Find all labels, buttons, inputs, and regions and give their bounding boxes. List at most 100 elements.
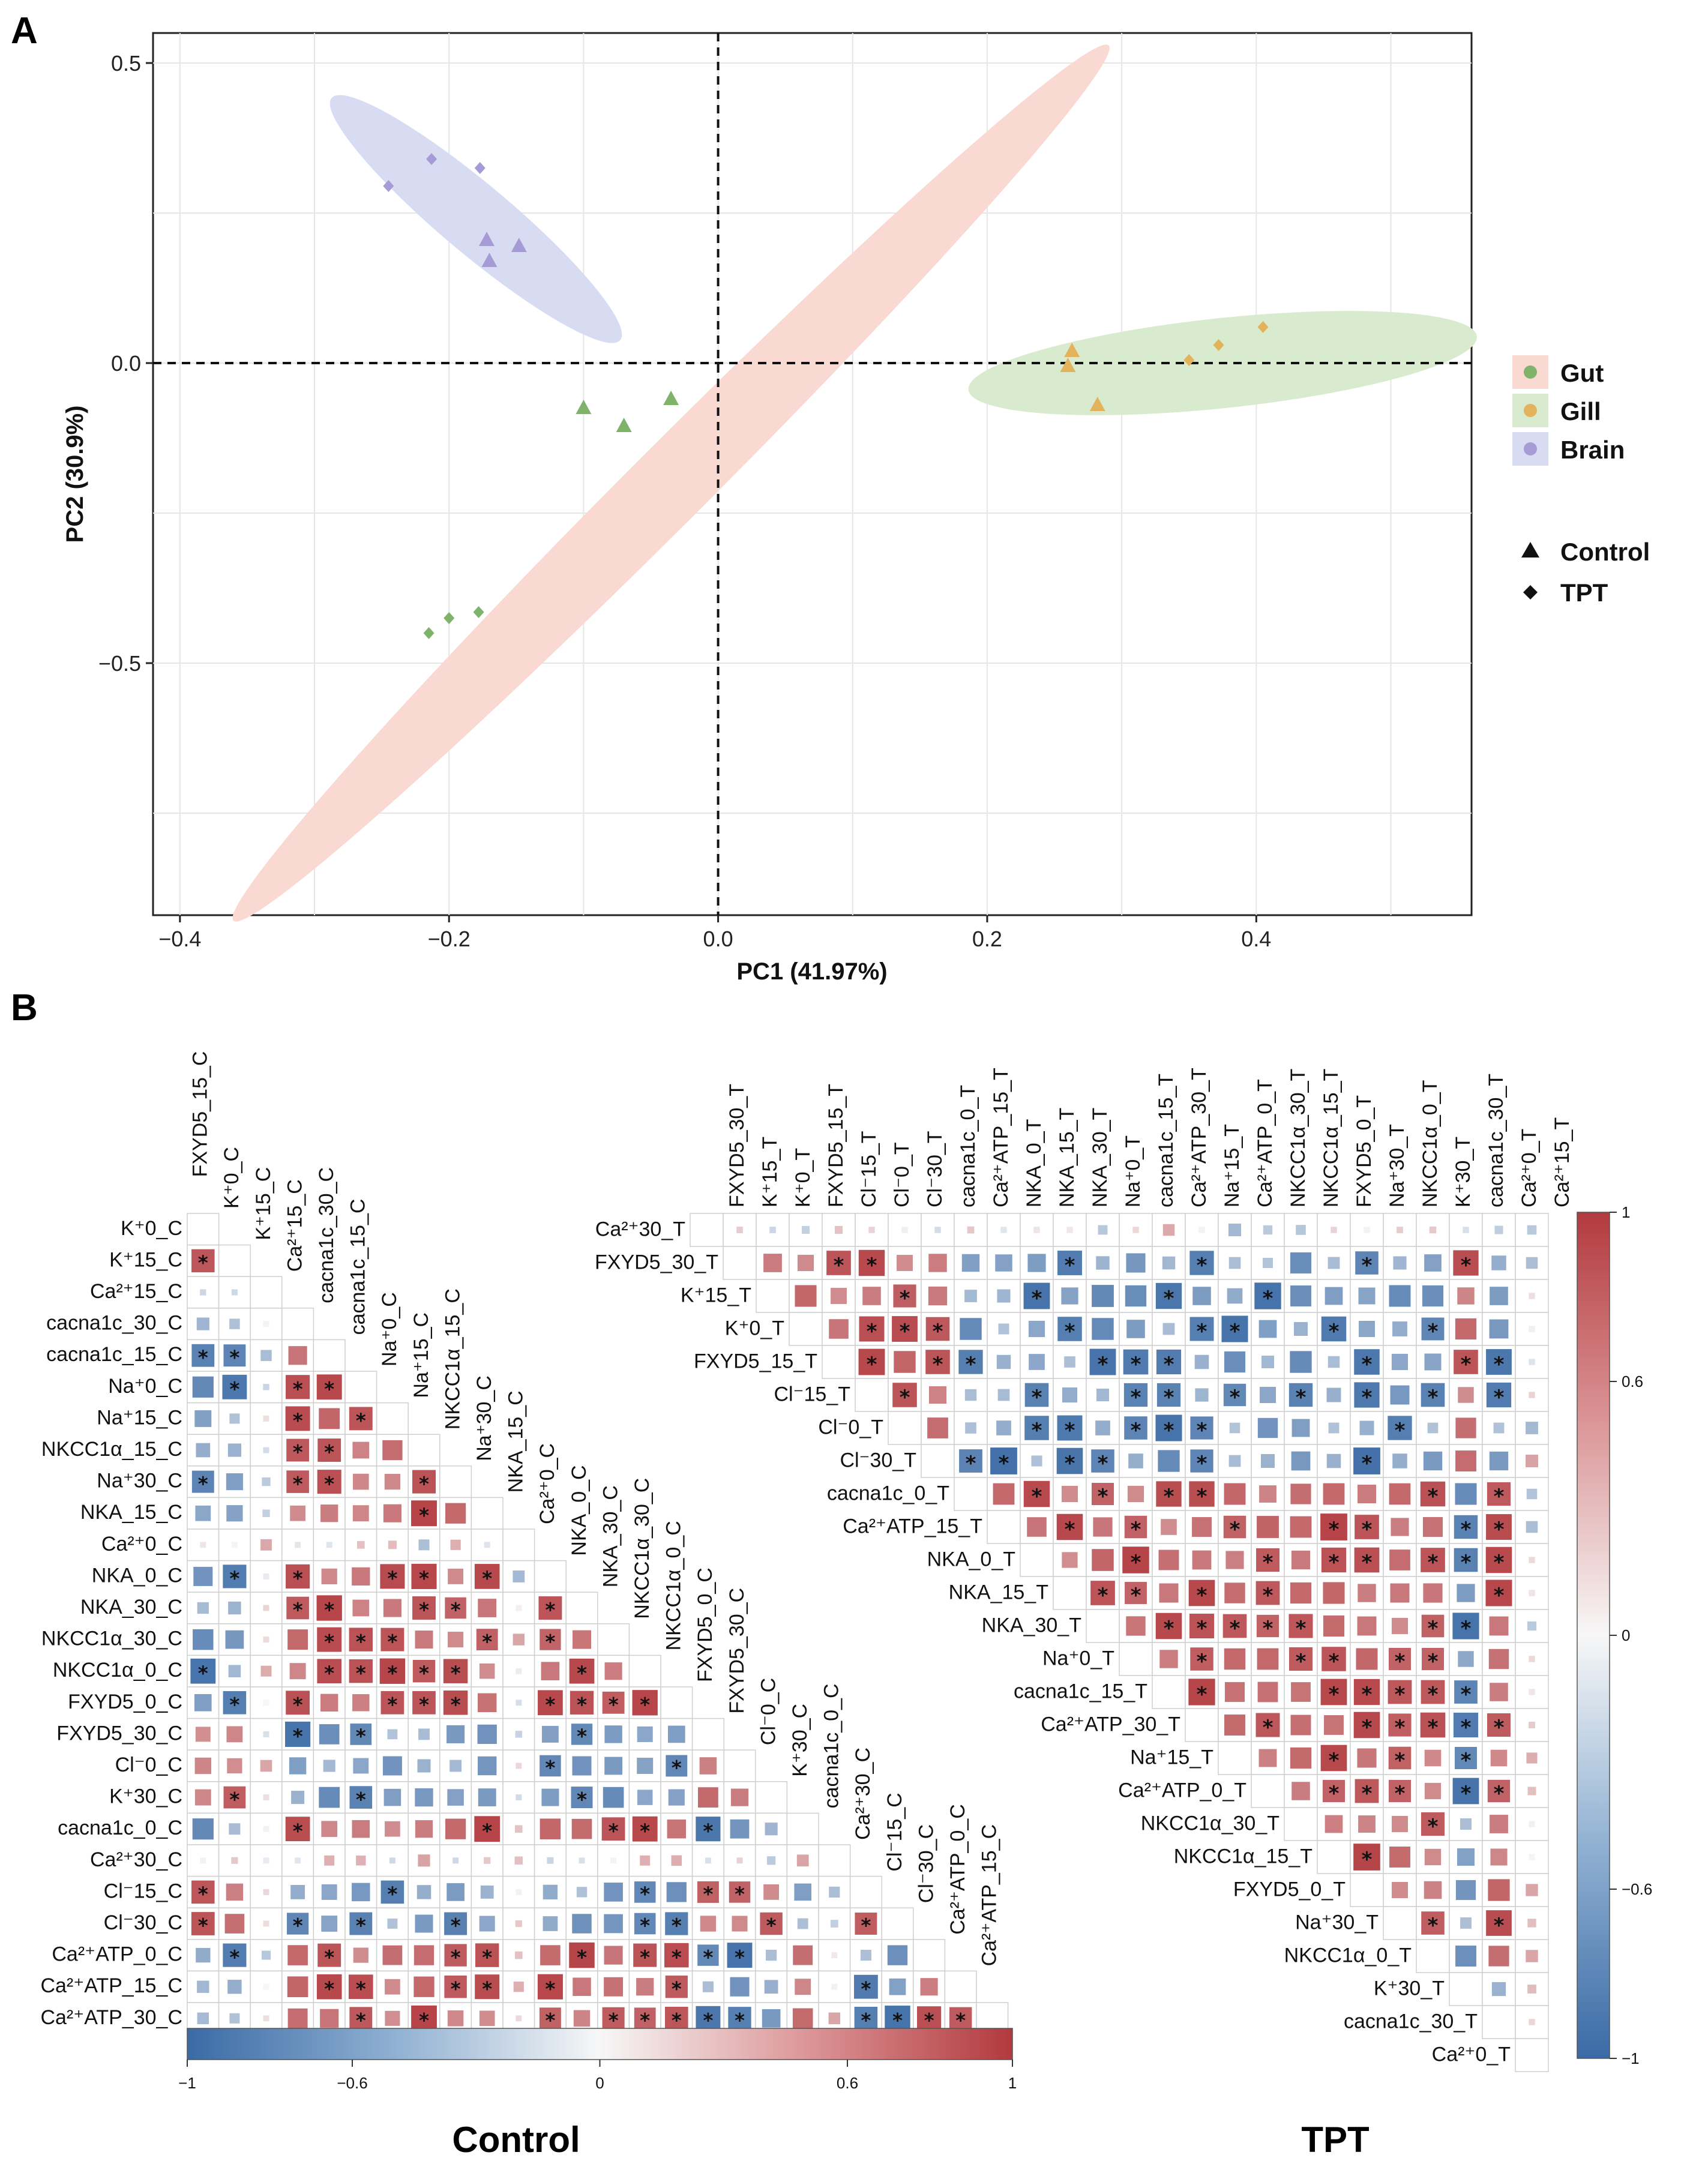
cell-square-control: [570, 1691, 594, 1715]
significance-star-control: *: [451, 1946, 461, 1969]
cell-square-tpt: [1122, 1546, 1149, 1573]
cell-square-tpt: [1490, 1848, 1508, 1866]
cell-square-tpt: [1290, 1252, 1312, 1274]
cell-frame-tpt: [1317, 1840, 1351, 1874]
cell-square-tpt: [997, 1289, 1011, 1303]
significance-star-tpt: *: [1395, 1683, 1406, 1707]
cell-frame-tpt: [1119, 1444, 1153, 1478]
cell-square-control: [286, 1691, 310, 1715]
cell-square-control: [792, 2008, 813, 2029]
significance-star-tpt: *: [1065, 1518, 1075, 1542]
cell-square-tpt: [1290, 1483, 1311, 1504]
significance-star-control: *: [419, 1504, 429, 1527]
cell-square-control: [949, 2007, 972, 2030]
cell-square-tpt: [1491, 1982, 1506, 1997]
cell-square-control: [295, 1542, 301, 1548]
significance-star-control: *: [293, 1473, 303, 1495]
cell-square-tpt: [1331, 1227, 1337, 1233]
cell-square-control: [541, 1725, 559, 1743]
cell-square-tpt: [1096, 1256, 1110, 1270]
cell-square-control: [286, 1564, 310, 1588]
cell-square-tpt: [1225, 1551, 1244, 1569]
significance-star-tpt: *: [1494, 1716, 1505, 1740]
significance-star-control: *: [356, 1977, 366, 2000]
cell-square-control: [604, 1977, 624, 1997]
cell-square-tpt: [1190, 1416, 1213, 1440]
col-label-control: Cl⁻30_C: [915, 1824, 937, 1903]
col-label-tpt: cacna1c_0_T: [957, 1085, 979, 1207]
point-brain-control: [481, 253, 498, 267]
cell-square-tpt: [1125, 1285, 1147, 1307]
cell-square-control: [316, 1374, 342, 1400]
cell-square-tpt: [1353, 1712, 1380, 1739]
cell-square-control: [729, 1881, 751, 1903]
legend-diamond-icon: [1523, 585, 1538, 600]
cell-square-control: [636, 1978, 654, 1996]
cell-square-tpt: [1392, 1453, 1407, 1468]
col-label-control: NKA_15_C: [505, 1390, 528, 1492]
cell-square-tpt: [1322, 1647, 1346, 1671]
cell-square-control: [671, 1855, 682, 1866]
colorbar-tpt-tick-label: 1: [1622, 1203, 1630, 1221]
cell-square-tpt: [1529, 1326, 1535, 1332]
cell-square-control: [191, 1344, 215, 1367]
cell-square-control: [287, 2008, 308, 2028]
cell-square-control: [356, 1540, 365, 1549]
significance-star-control: *: [482, 1820, 492, 1842]
significance-star-tpt: *: [900, 1320, 910, 1344]
cell-square-control: [450, 1760, 462, 1772]
row-label-control: NKA_15_C: [80, 1501, 182, 1524]
cell-square-tpt: [1526, 1884, 1538, 1896]
cell-square-tpt: [1322, 1779, 1346, 1803]
cell-square-tpt: [1029, 1354, 1045, 1370]
significance-star-control: *: [545, 1694, 555, 1716]
cell-square-control: [664, 1943, 689, 1968]
col-label-tpt: NKCC1α_30_T: [1287, 1069, 1310, 1207]
significance-star-control: *: [419, 1567, 429, 1590]
significance-star-control: *: [609, 1694, 619, 1716]
cell-square-tpt: [1325, 1815, 1343, 1833]
row-label-tpt: NKCC1α_30_T: [1141, 1812, 1279, 1835]
cell-square-control: [445, 1818, 466, 1839]
cell-square-control: [380, 1628, 404, 1652]
col-label-control: NKA_0_C: [568, 1465, 591, 1555]
cell-square-tpt: [1527, 1621, 1537, 1631]
row-label-tpt: cacna1c_15_T: [1014, 1680, 1147, 1703]
cell-frame-tpt: [888, 1411, 922, 1445]
cell-square-control: [285, 1817, 310, 1842]
cell-square-control: [224, 1914, 245, 1934]
cell-square-control: [262, 1509, 270, 1517]
cell-square-control: [418, 1539, 430, 1551]
row-label-tpt: Ca²⁺ATP_15_T: [843, 1515, 982, 1537]
cell-square-tpt: [1529, 1590, 1535, 1596]
significance-star-tpt: *: [1329, 1683, 1340, 1707]
significance-star-tpt: *: [1329, 1320, 1340, 1344]
cell-square-tpt: [1320, 1745, 1347, 1772]
cell-square-control: [263, 1983, 269, 1990]
significance-star-tpt: *: [933, 1353, 943, 1377]
cell-square-tpt: [1391, 1815, 1409, 1833]
cell-square-control: [192, 1376, 214, 1398]
cell-square-control: [352, 1694, 370, 1712]
significance-star-control: *: [293, 1914, 303, 1937]
cell-square-control: [571, 1787, 593, 1809]
cell-square-tpt: [1359, 1420, 1374, 1435]
cell-square-control: [321, 1916, 338, 1932]
cell-square-tpt: [1156, 1349, 1182, 1375]
cell-square-tpt: [1188, 1579, 1215, 1606]
cell-square-tpt: [1388, 1779, 1412, 1803]
cell-square-control: [571, 1818, 592, 1839]
cell-frame-tpt: [1119, 1642, 1153, 1676]
cell-square-tpt: [1124, 1416, 1147, 1440]
cell-square-tpt: [1328, 1257, 1340, 1269]
significance-star-control: *: [387, 1631, 397, 1653]
cell-square-control: [666, 1755, 688, 1777]
cell-square-control: [540, 1818, 561, 1839]
cell-square-tpt: [1490, 1815, 1508, 1833]
significance-star-tpt: *: [1461, 1782, 1472, 1806]
significance-star-tpt: *: [1230, 1518, 1240, 1542]
cell-frame-tpt: [1086, 1609, 1120, 1643]
significance-star-tpt: *: [1461, 1617, 1472, 1641]
heatmap-control: K⁺0_C K⁺15_C * Ca²⁺15_C cacna1c_30_C cacna1c_…: [40, 1051, 1009, 2035]
cell-square-tpt: [1353, 1679, 1380, 1706]
